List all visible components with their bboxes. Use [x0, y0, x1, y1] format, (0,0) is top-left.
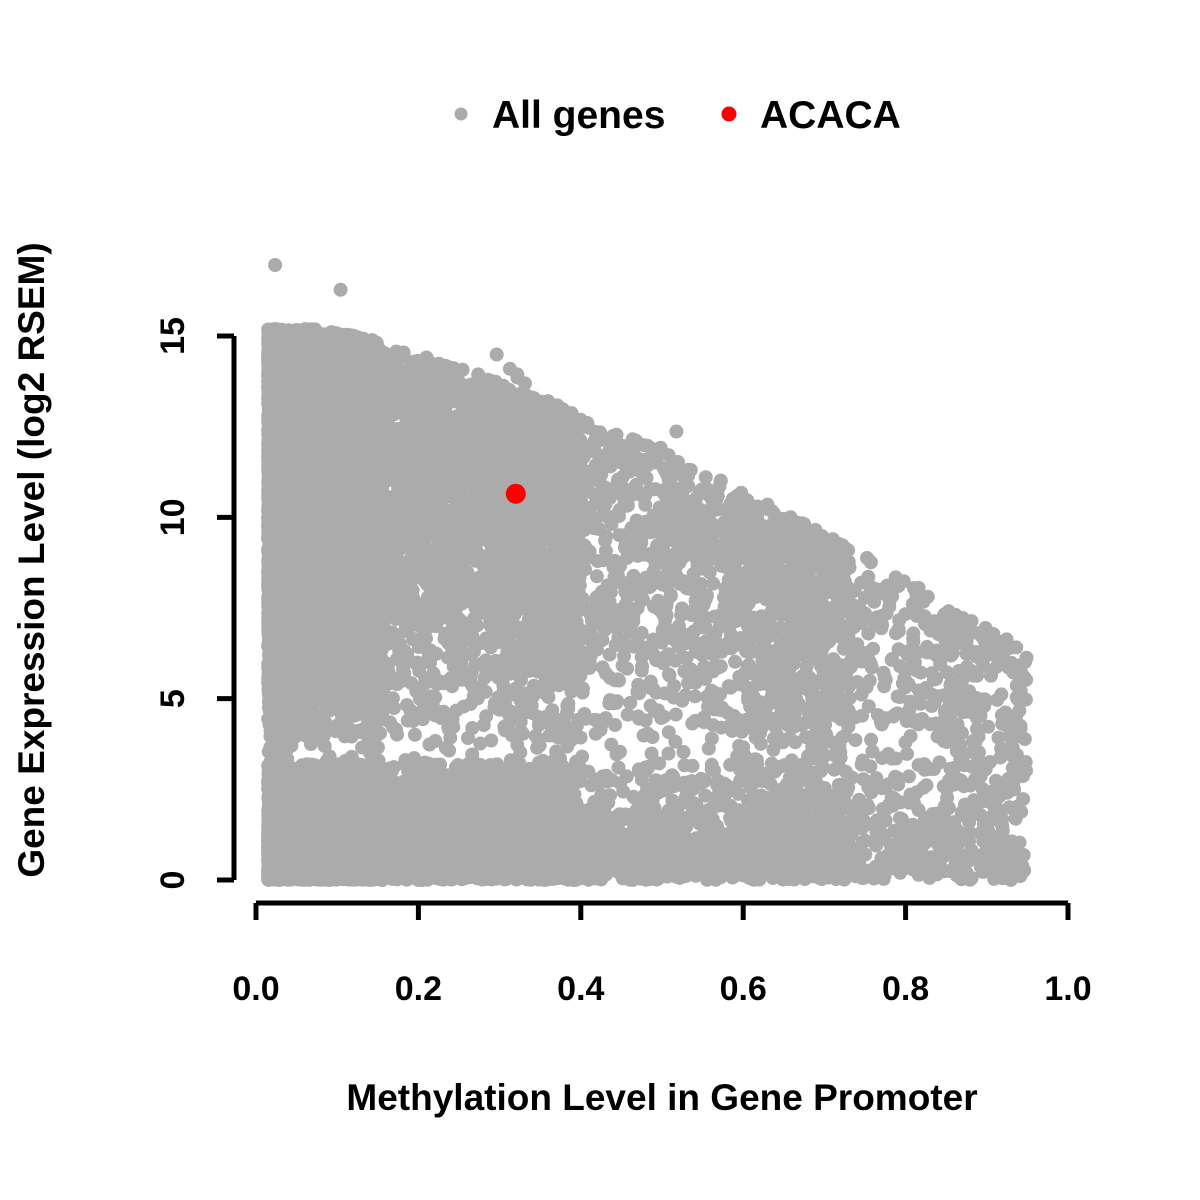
- y-axis-title: Gene Expression Level (log2 RSEM): [11, 242, 52, 877]
- all-genes-point-cloud: [261, 258, 1034, 887]
- tick-labels: 0.0 0.2 0.4 0.6 0.8 1.0 0 5 10 15: [154, 317, 1092, 1008]
- x-tick-label-0: 0.0: [232, 970, 279, 1008]
- legend-label-acaca: ACACA: [760, 94, 901, 137]
- x-tick-label-4: 0.8: [882, 970, 929, 1008]
- legend-marker-acaca: [721, 106, 737, 122]
- y-tick-label-2: 10: [154, 498, 192, 536]
- x-axis-title: Methylation Level in Gene Promoter: [346, 1077, 977, 1118]
- x-tick-label-3: 0.6: [720, 970, 767, 1008]
- legend-label-all-genes: All genes: [492, 94, 665, 137]
- chart-legend: All genes ACACA: [454, 94, 901, 137]
- y-tick-label-0: 0: [154, 871, 192, 890]
- plot-axes: [217, 333, 1071, 920]
- x-tick-label-5: 1.0: [1044, 970, 1091, 1008]
- y-tick-label-3: 15: [154, 317, 192, 355]
- acaca-data-point[interactable]: [505, 483, 526, 504]
- y-tick-label-1: 5: [154, 689, 192, 708]
- acaca-highlight-point[interactable]: [505, 483, 526, 504]
- legend-marker-all-genes: [454, 107, 468, 121]
- x-tick-label-2: 0.4: [557, 970, 604, 1008]
- x-tick-label-1: 0.2: [395, 970, 442, 1008]
